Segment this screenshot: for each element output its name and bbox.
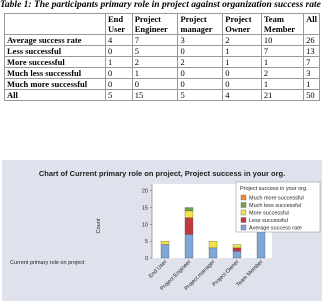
chart: Chart of Current primary role on project… xyxy=(2,160,322,301)
table-cell: 5 xyxy=(105,89,133,101)
table-cell: Average success rate xyxy=(4,34,106,46)
table-cell: 1 xyxy=(105,56,133,68)
legend-title: Project success in your org. xyxy=(240,186,308,192)
table-cell: 15 xyxy=(131,89,179,101)
table: End User Project Engineer Project manager P… xyxy=(4,13,320,101)
legend-label: Much less successful xyxy=(249,203,301,209)
table-cell: 21 xyxy=(260,89,305,101)
table-cell: Much less successful xyxy=(4,67,106,79)
table-cell: 0 xyxy=(222,78,262,90)
y-tick-label: 15 xyxy=(142,206,148,212)
table-cell: Project Owner xyxy=(222,13,262,35)
bar-segment xyxy=(208,247,218,259)
table-row: More successful 1 2 2 1 1 7 xyxy=(4,56,320,68)
table-cell: 0 xyxy=(105,45,133,57)
table-cell: End User xyxy=(105,13,133,35)
table-row: Much more successful 0 0 0 0 1 1 xyxy=(4,78,320,90)
table-cell: 1 xyxy=(222,45,262,57)
y-tick-label: 20 xyxy=(142,189,148,195)
table-cell: 1 xyxy=(303,78,320,90)
table-cell: 2 xyxy=(222,34,262,46)
table-cell: 1 xyxy=(222,56,262,68)
table-cell: 3 xyxy=(177,34,224,46)
legend-box xyxy=(235,181,321,233)
legend-label: Average success rate xyxy=(249,226,302,232)
legend-swatch xyxy=(240,194,247,201)
table-cell: 7 xyxy=(303,56,320,68)
table-cell: Project manager xyxy=(177,13,224,35)
table-row: Average success rate 4 7 3 2 10 26 xyxy=(4,34,320,46)
table-cell: 7 xyxy=(260,45,305,57)
table-cell: 5 xyxy=(131,45,179,57)
caption: Table 1: The participants primary role i… xyxy=(0,0,321,10)
legend-swatch xyxy=(240,202,247,208)
table-cell: 0 xyxy=(105,67,133,79)
table-cell: 2 xyxy=(260,67,305,79)
table-row: Less successful 0 5 0 1 7 13 xyxy=(4,45,320,57)
bar-segment xyxy=(232,247,242,252)
bar-segment xyxy=(232,244,242,249)
table-cell: 26 xyxy=(303,34,320,46)
bar-segment xyxy=(184,234,194,259)
table-cell: 5 xyxy=(177,89,224,101)
legend-swatch xyxy=(240,209,247,216)
table-cell: Project Engineer xyxy=(131,13,179,35)
table-cell: 1 xyxy=(260,78,305,90)
bar-segment xyxy=(184,207,194,212)
table-cell: 1 xyxy=(260,56,305,68)
table-cell: 0 xyxy=(131,78,179,90)
table-cell: More successful xyxy=(4,56,106,68)
table-cell: 13 xyxy=(303,45,320,57)
table-cell: 10 xyxy=(260,34,305,46)
legend-label: Less successful xyxy=(249,218,288,224)
table-cell: 3 xyxy=(303,67,320,79)
table-cell: 0 xyxy=(105,78,133,90)
table-row: End User Project Engineer Project manager P… xyxy=(4,13,320,35)
x-label: Current primary role on project xyxy=(10,260,85,266)
bar-segment xyxy=(184,217,194,235)
table-cell: 4 xyxy=(105,34,133,46)
table-cell: Team Member xyxy=(260,13,305,35)
table-cell: 7 xyxy=(131,34,179,46)
y-tick-label: 10 xyxy=(142,222,148,228)
bar-segment xyxy=(160,241,170,245)
table-cell: Much more successful xyxy=(4,78,106,90)
table-cell: 1 xyxy=(131,67,179,79)
legend-swatch xyxy=(240,224,247,231)
table-cell: 2 xyxy=(131,56,179,68)
bar-segment xyxy=(208,241,218,249)
table-cell: Less successful xyxy=(4,45,106,57)
table-cell: 0 xyxy=(177,78,224,90)
table-cell: All xyxy=(4,89,106,101)
table-cell: 0 xyxy=(177,45,224,57)
legend-label: More successful xyxy=(249,211,289,217)
chart-title: Chart of Current primary role on project… xyxy=(39,169,285,178)
y-label: Count xyxy=(96,218,102,233)
bar-segment xyxy=(232,251,242,259)
bar-segment xyxy=(184,210,194,218)
y-tick-label: 0 xyxy=(145,256,148,262)
table-cell xyxy=(4,13,106,35)
table-cell: 2 xyxy=(177,56,224,68)
table-row: All 5 15 5 4 21 50 xyxy=(4,89,320,101)
table-row: Much less successful 0 1 0 0 2 3 xyxy=(4,67,320,79)
table-cell: All xyxy=(303,13,320,35)
table-cell: 0 xyxy=(177,67,224,79)
table-cell: 0 xyxy=(222,67,262,79)
legend-label: Much more successful xyxy=(249,196,304,202)
y-tick-label: 5 xyxy=(145,239,148,245)
legend-swatch xyxy=(240,217,247,223)
table-cell: 4 xyxy=(222,89,262,101)
table-cell: 50 xyxy=(303,89,320,101)
bar-segment xyxy=(160,244,170,259)
